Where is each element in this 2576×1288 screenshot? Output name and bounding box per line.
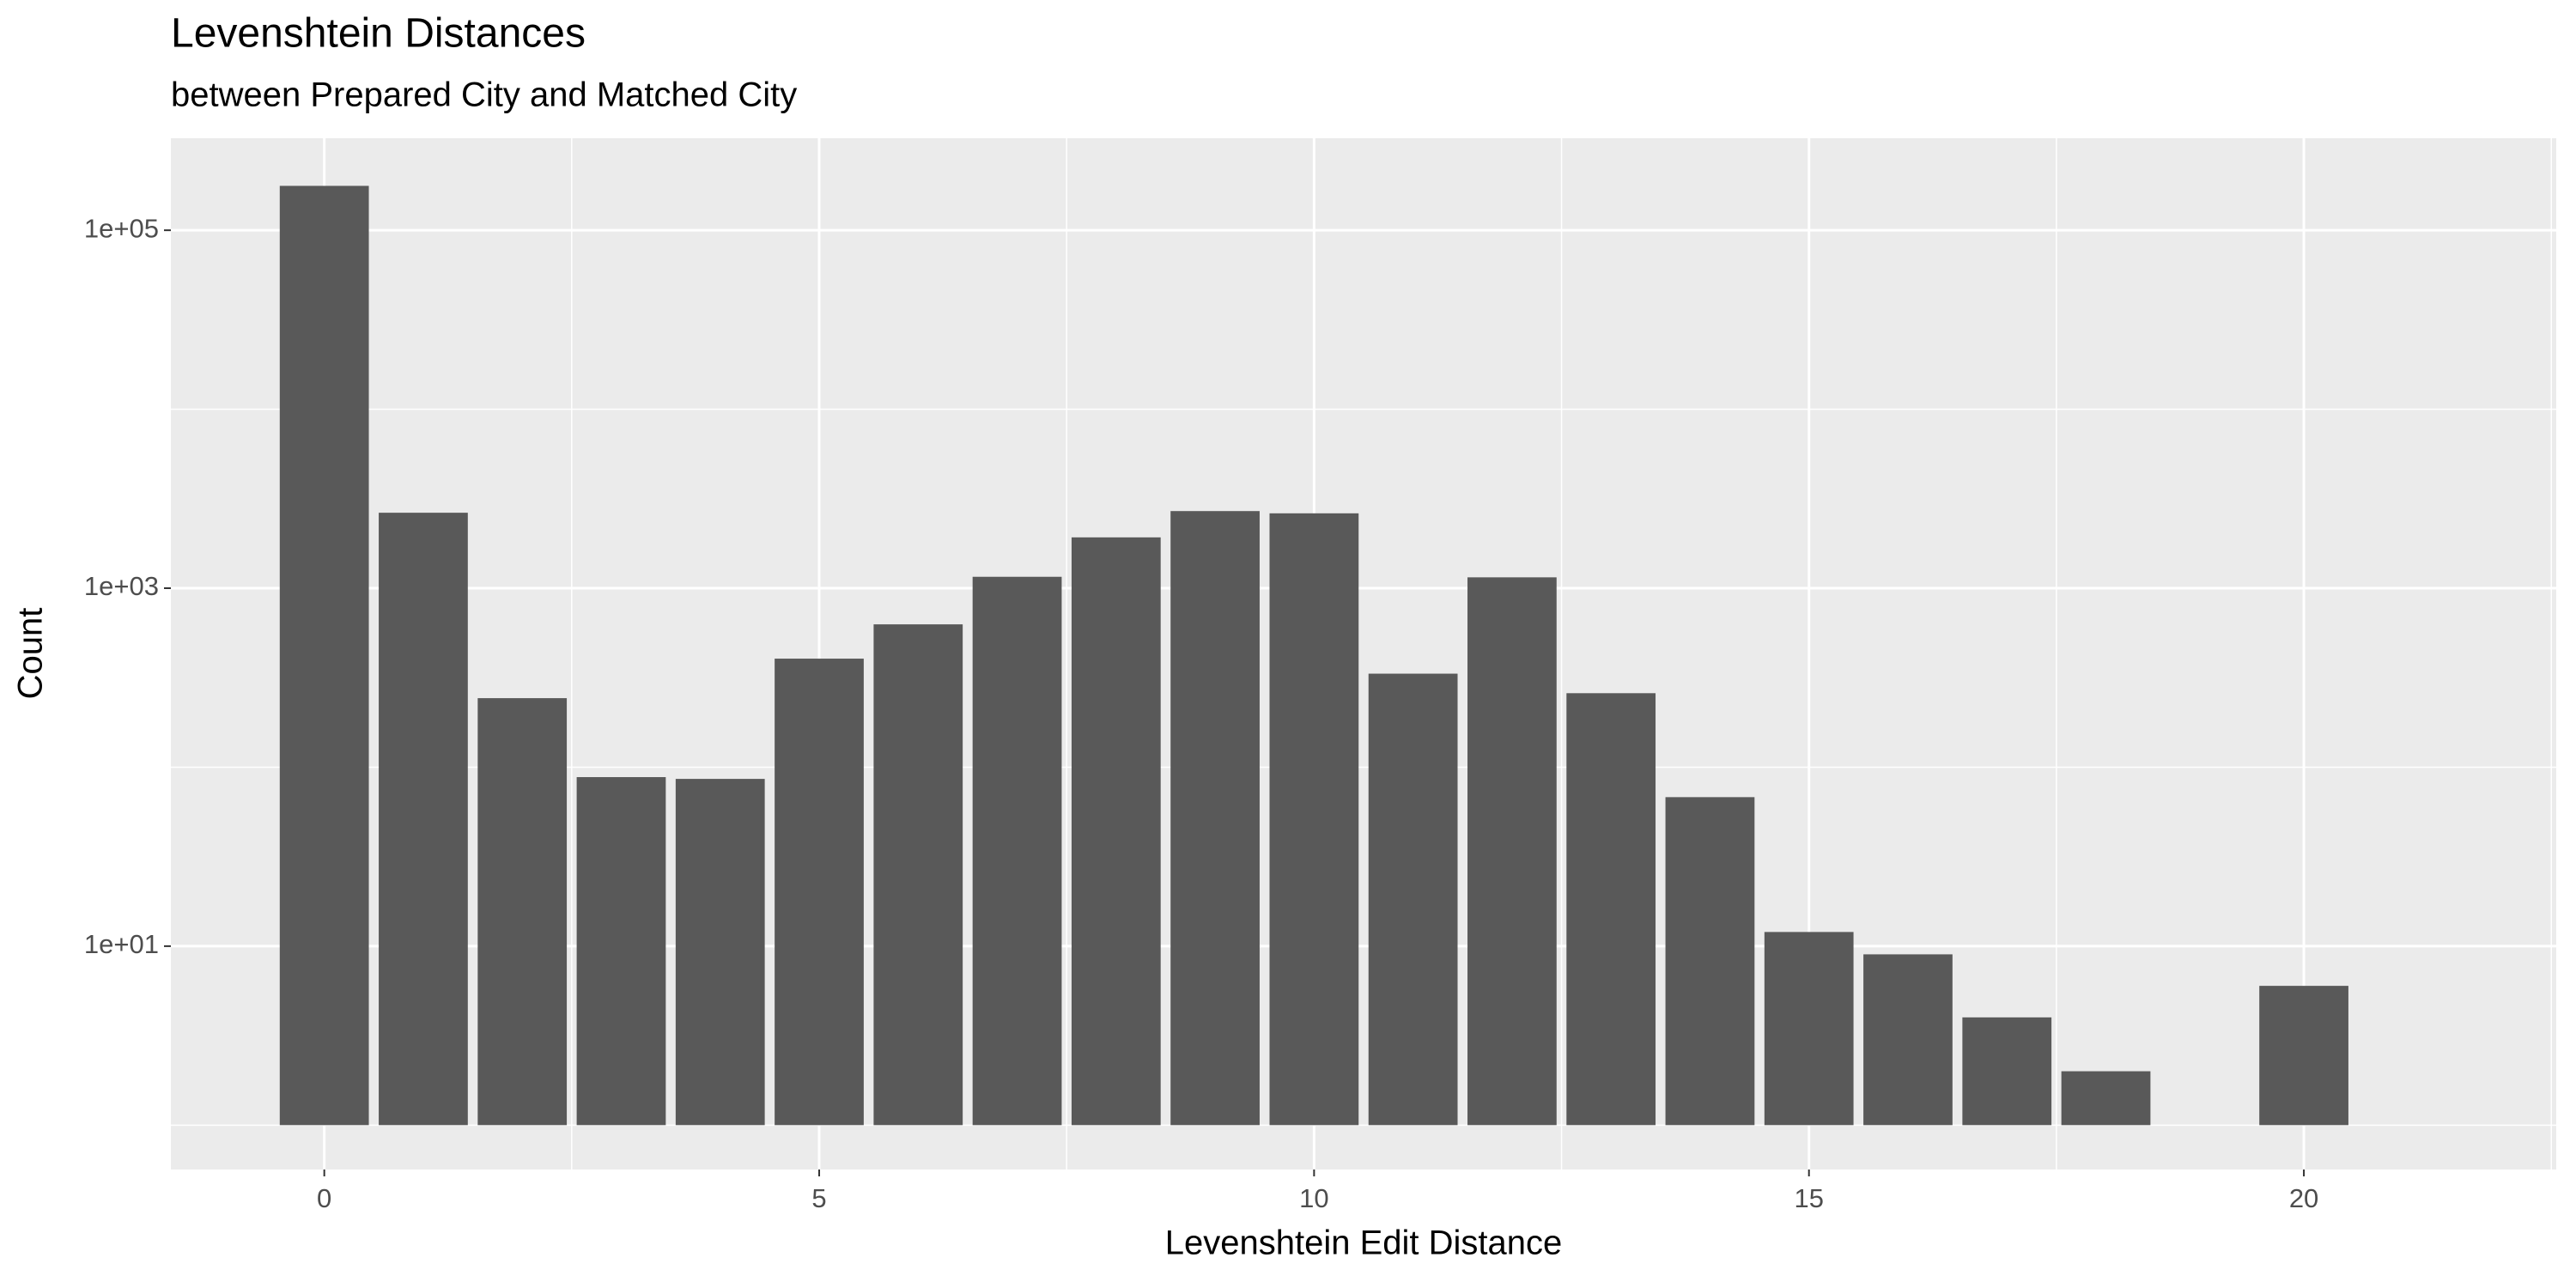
x-tick-label: 0 bbox=[317, 1183, 331, 1213]
x-tick-label: 10 bbox=[1299, 1183, 1328, 1213]
x-tick-label: 20 bbox=[2289, 1183, 2318, 1213]
bar bbox=[1368, 673, 1458, 1126]
y-tick-label: 1e+05 bbox=[84, 213, 159, 243]
bar bbox=[379, 513, 468, 1126]
y-axis-title: Count bbox=[12, 608, 50, 700]
bar bbox=[477, 698, 568, 1126]
bar bbox=[675, 779, 765, 1126]
y-tick-label: 1e+03 bbox=[84, 571, 159, 601]
bar bbox=[576, 777, 666, 1126]
y-tick-label: 1e+01 bbox=[84, 929, 159, 959]
bar bbox=[1467, 577, 1557, 1126]
bar bbox=[1764, 932, 1854, 1126]
bar bbox=[1071, 537, 1161, 1126]
bar bbox=[1566, 693, 1656, 1126]
bar bbox=[1665, 797, 1755, 1126]
x-tick-label: 5 bbox=[811, 1183, 826, 1213]
bar bbox=[972, 576, 1062, 1126]
bar bbox=[873, 624, 963, 1126]
bar bbox=[775, 659, 864, 1126]
bar bbox=[2259, 986, 2348, 1126]
bar bbox=[1962, 1017, 2052, 1126]
chart-title: Levenshtein Distances bbox=[171, 11, 586, 57]
chart-subtitle: between Prepared City and Matched City bbox=[171, 76, 797, 114]
x-tick-label: 15 bbox=[1794, 1183, 1823, 1213]
bar bbox=[279, 185, 369, 1126]
bar bbox=[1269, 513, 1359, 1126]
bar bbox=[1170, 511, 1260, 1126]
x-axis-title: Levenshtein Edit Distance bbox=[1165, 1224, 1563, 1262]
bar bbox=[2061, 1071, 2151, 1126]
bar bbox=[1863, 954, 1953, 1126]
plot-panel bbox=[171, 138, 2556, 1170]
